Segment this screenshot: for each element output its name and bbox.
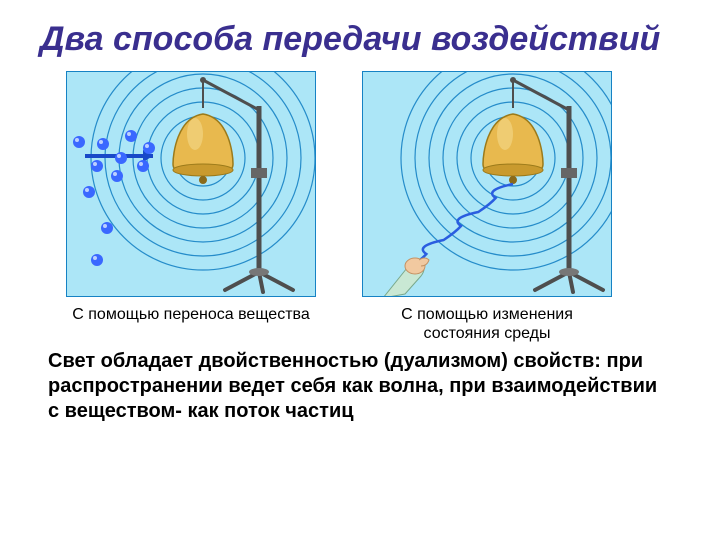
panel-left-wrap: С помощью переноса вещества bbox=[66, 71, 316, 343]
panel-right bbox=[362, 71, 612, 297]
panel-left bbox=[66, 71, 316, 297]
panel-left-svg bbox=[67, 72, 316, 297]
panels-row: С помощью переноса вещества С помощью из… bbox=[66, 71, 690, 343]
caption-left: С помощью переноса вещества bbox=[72, 305, 310, 324]
page-title: Два способа передачи воздействий bbox=[40, 20, 690, 59]
panel-right-wrap: С помощью изменения состояния среды bbox=[362, 71, 612, 343]
caption-right: С помощью изменения состояния среды bbox=[367, 305, 607, 343]
panel-right-svg bbox=[363, 72, 612, 297]
body-text: Свет обладает двойственностью (дуализмом… bbox=[48, 349, 668, 424]
